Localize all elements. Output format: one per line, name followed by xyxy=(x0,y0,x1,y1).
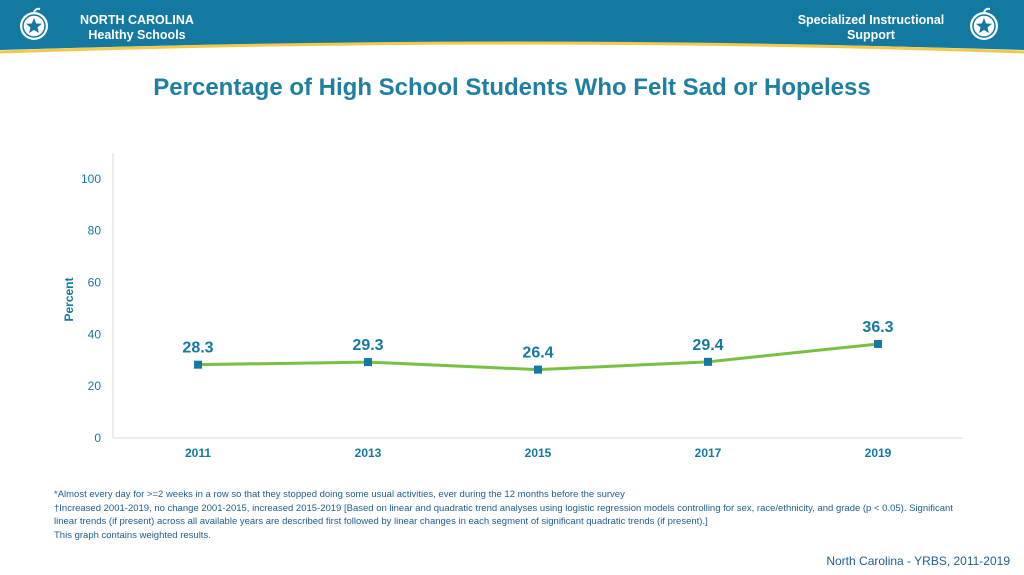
org-name-right: Specialized Instructional Support xyxy=(776,13,966,43)
y-axis-label: Percent xyxy=(62,277,76,321)
x-tick-label: 2013 xyxy=(355,446,382,460)
y-tick-label: 20 xyxy=(88,379,102,393)
y-tick-label: 80 xyxy=(88,224,102,238)
header-banner xyxy=(0,0,1024,54)
data-label: 29.4 xyxy=(692,337,723,354)
org-line-1: NORTH CAROLINA xyxy=(80,13,194,27)
data-point xyxy=(194,360,202,369)
org-line-2: Support xyxy=(847,28,895,42)
data-label: 36.3 xyxy=(862,319,893,336)
data-point xyxy=(874,339,882,348)
footnote-definition: *Almost every day for >=2 weeks in a row… xyxy=(54,489,625,500)
data-point xyxy=(364,358,372,367)
org-name-left: NORTH CAROLINA Healthy Schools xyxy=(62,13,212,43)
y-tick-label: 100 xyxy=(81,172,101,186)
apple-star-seal-icon xyxy=(20,7,48,40)
apple-star-seal-icon xyxy=(970,7,998,40)
x-tick-label: 2019 xyxy=(865,446,892,460)
data-label: 26.4 xyxy=(522,345,553,362)
data-label: 29.3 xyxy=(352,337,383,354)
org-line-2: Healthy Schools xyxy=(88,28,186,42)
data-label: 28.3 xyxy=(182,340,213,357)
y-tick-label: 60 xyxy=(88,276,102,290)
data-point xyxy=(704,357,712,366)
footnotes: *Almost every day for >=2 weeks in a row… xyxy=(54,488,974,542)
data-point xyxy=(534,365,542,374)
y-tick-label: 40 xyxy=(88,327,102,341)
y-tick-label: 0 xyxy=(94,431,101,445)
x-tick-label: 2017 xyxy=(695,446,722,460)
source-label: North Carolina - YRBS, 2011-2019 xyxy=(826,554,1010,568)
org-line-1: Specialized Instructional xyxy=(797,13,945,27)
x-tick-label: 2011 xyxy=(185,446,211,460)
footnote-trend: †Increased 2001-2019, no change 2001-201… xyxy=(54,502,953,528)
chart-title: Percentage of High School Students Who F… xyxy=(153,74,871,101)
footnote-weighting: This graph contains weighted results. xyxy=(54,529,211,541)
line-chart: 0 20 40 60 80 100 Percent 2011 2013 2015 2017 2019 2… xyxy=(62,153,963,460)
x-tick-label: 2015 xyxy=(525,446,552,460)
